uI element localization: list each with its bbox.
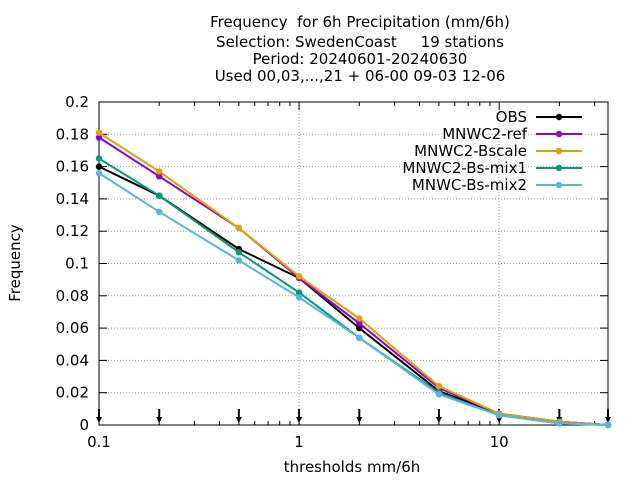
y-tick-label: 0 [79, 416, 89, 434]
y-tick-label: 0.16 [56, 158, 89, 176]
threshold-marker-arrow [235, 417, 242, 423]
data-point [95, 155, 103, 162]
legend-label: MNWC2-ref [442, 125, 527, 143]
chart-title-line-2: Selection: SwedenCoast 19 stations [216, 33, 504, 51]
data-point [295, 273, 303, 280]
series-line [98, 131, 609, 426]
data-point [356, 334, 363, 341]
plot-frame [98, 101, 609, 426]
series-mnwc2-bscale [95, 129, 612, 429]
data-point [235, 257, 242, 264]
chart-title-line-1: Frequency for 6h Precipitation (mm/6h) [210, 13, 510, 31]
legend-label: MNWC2-Bscale [414, 142, 527, 160]
data-point [495, 412, 503, 419]
data-point [435, 383, 443, 390]
y-axis-label: Frequency [6, 224, 24, 302]
data-point [95, 169, 103, 177]
legend-label: MNWC2-Bs-mix1 [402, 159, 527, 177]
data-point [235, 224, 242, 232]
y-tick-label: 0.04 [56, 351, 89, 369]
y-tick-label: 0.18 [56, 125, 89, 143]
data-point [95, 129, 103, 136]
threshold-marker-arrow [96, 417, 102, 423]
series-mnwc2-bs-mix1 [95, 155, 612, 429]
legend-swatch-point [555, 164, 563, 172]
x-tick-label: 0.1 [87, 433, 111, 451]
legend-swatch-point [555, 147, 563, 155]
threshold-marker-arrow [435, 417, 442, 423]
series-layer [95, 129, 612, 429]
legend-label: MNWC-Bs-mix2 [412, 176, 527, 194]
data-point [604, 421, 612, 429]
legend-swatch-point [555, 181, 563, 189]
threshold-marker-arrow [156, 417, 163, 423]
x-axis-label: thresholds mm/6h [284, 458, 421, 476]
y-tick-label: 0.1 [65, 255, 89, 273]
legend-swatch-point [555, 130, 563, 138]
y-tick-label: 0.12 [56, 222, 89, 240]
data-point [95, 163, 103, 170]
y-tick-label: 0.02 [56, 384, 89, 402]
data-point [435, 391, 443, 398]
x-tick-label: 10 [490, 433, 509, 451]
threshold-marker-arrow [356, 417, 363, 423]
threshold-marker-arrow [496, 417, 503, 423]
series-mnwc-bs-mix2 [95, 169, 612, 429]
series-line [98, 172, 609, 426]
y-tick-label: 0.06 [56, 319, 89, 337]
data-point [156, 173, 163, 180]
chart-title-line-4: Used 00,03,...,21 + 06-00 09-03 12-06 [214, 67, 506, 85]
data-point [235, 249, 242, 256]
x-tick-labels: 0.1 1 10 [87, 433, 509, 451]
legend-swatch-point [555, 113, 563, 121]
data-point [295, 294, 303, 301]
threshold-marker-arrow [296, 417, 303, 423]
x-tick-label: 1 [294, 433, 304, 451]
data-point [356, 315, 363, 322]
y-tick-labels: 0 0.02 0.04 0.06 0.08 0.1 0.12 0.14 0.16 0.18 0.2 [56, 93, 89, 434]
data-point [156, 208, 163, 215]
grid-layer [99, 102, 608, 425]
data-point [556, 420, 563, 427]
series-obs [95, 163, 612, 429]
threshold-marker-arrow [605, 417, 611, 423]
y-tick-label: 0.14 [56, 190, 89, 208]
series-mnwc2-ref [95, 134, 612, 429]
y-tick-label: 0.2 [65, 93, 89, 111]
y-tick-label: 0.08 [56, 287, 89, 305]
legend: OBSMNWC2-refMNWC2-BscaleMNWC2-Bs-mix1MNW… [402, 108, 582, 194]
legend-label: OBS [496, 108, 527, 126]
data-point [295, 289, 303, 296]
data-point [95, 134, 103, 141]
data-point [156, 168, 163, 175]
data-point [356, 320, 363, 327]
series-line [98, 136, 609, 426]
chart-title-line-3: Period: 20240601-20240630 [252, 50, 468, 68]
data-point [156, 192, 163, 199]
data-point [356, 324, 363, 332]
